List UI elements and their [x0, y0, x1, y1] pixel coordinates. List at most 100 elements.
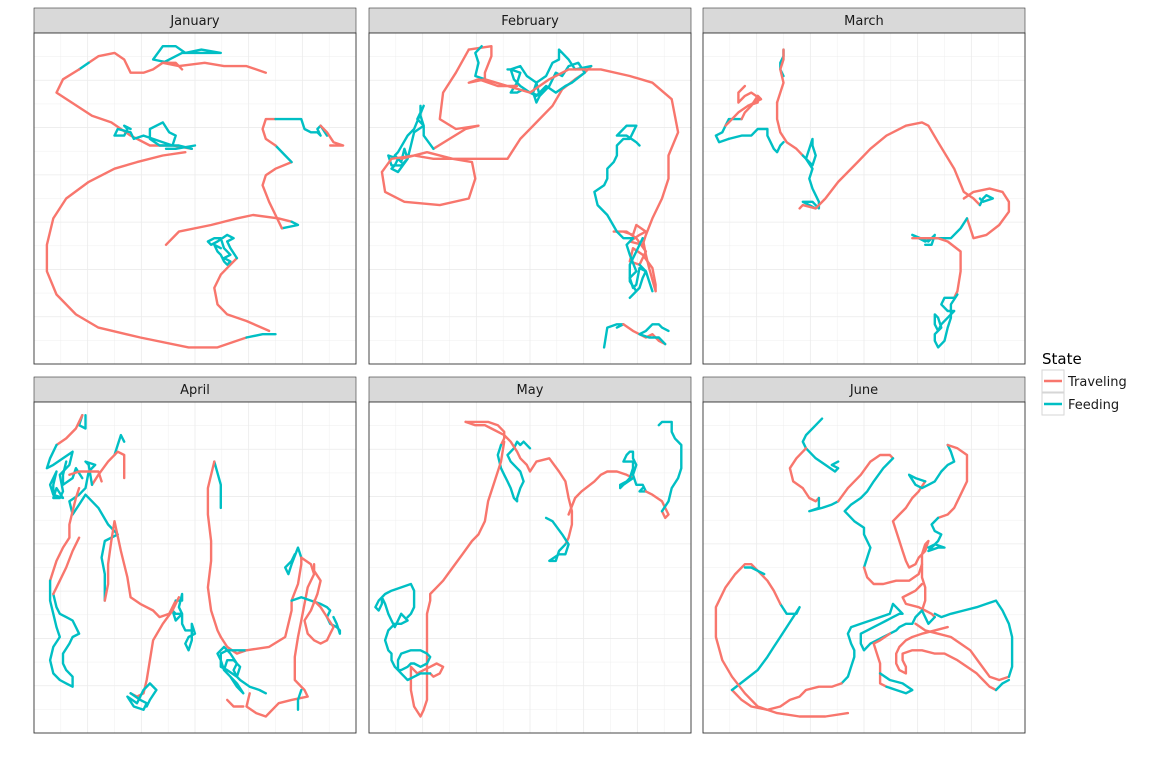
panel-border-may	[368, 401, 692, 734]
track-segment-traveling	[467, 45, 493, 81]
track-segment-traveling	[55, 414, 84, 447]
track-segment-feeding	[151, 45, 222, 64]
track-segment-traveling	[775, 101, 804, 157]
track-segment-feeding	[638, 323, 670, 346]
track-segment-feeding	[77, 61, 90, 71]
track-segment-feeding	[714, 117, 743, 144]
legend-title: State	[1042, 350, 1082, 368]
track-segment-feeding	[506, 48, 593, 104]
facet-title-april: April	[180, 383, 210, 398]
track-segment-traveling	[714, 563, 850, 718]
facet-title-june: June	[849, 383, 878, 398]
track-segment-traveling	[730, 682, 843, 711]
track-segment-feeding	[206, 233, 239, 266]
panel-border-april	[33, 401, 357, 734]
tracks-february	[380, 45, 680, 349]
track-segment-traveling	[261, 117, 277, 147]
facet-panels: January February March April May June	[33, 7, 1026, 734]
track-segment-traveling	[920, 563, 927, 612]
track-segment-traveling	[319, 124, 345, 147]
gridlines-january	[34, 33, 356, 364]
track-segment-feeding	[927, 516, 946, 553]
gridlines-march	[703, 33, 1025, 364]
track-segment-feeding	[126, 682, 158, 711]
track-segment-feeding	[374, 582, 432, 682]
facet-march: March	[702, 7, 1026, 365]
legend: State Traveling Feeding	[1041, 350, 1127, 416]
facet-title-february: February	[501, 14, 559, 29]
track-segment-feeding	[743, 566, 766, 576]
track-segment-traveling	[936, 443, 969, 520]
track-segment-feeding	[61, 460, 84, 486]
track-segment-traveling	[161, 61, 267, 74]
panel-border-january	[33, 32, 357, 365]
track-segment-feeding	[978, 194, 994, 207]
track-segment-traveling	[862, 480, 930, 586]
track-segment-traveling	[103, 520, 177, 619]
track-segment-feeding	[164, 144, 197, 150]
track-segment-feeding	[48, 579, 81, 688]
track-segment-traveling	[213, 256, 271, 333]
track-segment-traveling	[129, 596, 181, 698]
track-segment-feeding	[474, 45, 487, 81]
track-segment-feeding	[284, 546, 303, 576]
track-segment-traveling	[962, 187, 1011, 240]
track-segment-feeding	[619, 450, 648, 493]
tracks-june	[714, 417, 1014, 718]
track-segment-feeding	[933, 599, 1014, 678]
tracks-april	[45, 414, 342, 718]
track-segment-feeding	[216, 645, 267, 695]
track-segment-traveling	[798, 121, 982, 210]
track-segment-feeding	[45, 443, 74, 500]
track-segment-feeding	[933, 293, 959, 349]
facet-february: February	[368, 7, 692, 365]
facet-april: April	[33, 376, 357, 734]
facet-strip-january	[33, 7, 357, 34]
track-segment-feeding	[727, 127, 785, 154]
track-segment-traveling	[622, 323, 667, 346]
facet-title-january: January	[169, 14, 220, 29]
facet-strip-may	[368, 376, 692, 403]
track-segment-feeding	[387, 104, 435, 174]
track-segment-traveling	[641, 237, 657, 293]
tracks-may	[374, 420, 683, 718]
legend-label-feeding: Feeding	[1068, 398, 1119, 413]
track-segment-feeding	[628, 237, 648, 299]
track-segment-feeding	[171, 592, 197, 652]
track-segment-traveling	[68, 470, 103, 483]
track-segment-feeding	[994, 678, 1011, 692]
tracks-january	[45, 45, 345, 349]
track-segment-traveling	[788, 447, 821, 503]
track-segment-feeding	[274, 144, 293, 164]
track-segment-traveling	[464, 420, 506, 447]
track-segment-traveling	[432, 48, 480, 150]
track-segment-feeding	[843, 457, 895, 569]
tracks-march	[714, 48, 1011, 349]
track-segment-traveling	[872, 632, 891, 688]
facet-june: June	[702, 376, 1026, 734]
track-segment-feeding	[730, 602, 801, 692]
panel-border-february	[368, 32, 692, 365]
track-segment-traveling	[911, 237, 962, 299]
track-segment-traveling	[837, 453, 895, 503]
track-segment-traveling	[45, 151, 248, 349]
gridlines-june	[703, 402, 1025, 733]
panel-border-march	[702, 32, 1026, 365]
track-segment-feeding	[274, 117, 329, 137]
track-segment-traveling	[380, 64, 593, 207]
panel-border-june	[702, 401, 1026, 734]
facet-strip-june	[702, 376, 1026, 403]
track-segment-feeding	[907, 443, 956, 490]
track-segment-feeding	[602, 323, 625, 349]
track-segment-traveling	[245, 556, 316, 718]
track-segment-feeding	[213, 460, 222, 510]
track-segment-feeding	[808, 496, 840, 513]
track-segment-traveling	[901, 582, 936, 619]
track-segment-traveling	[245, 556, 303, 652]
track-segment-traveling	[87, 51, 184, 74]
track-segment-traveling	[775, 48, 785, 104]
track-segment-feeding	[296, 688, 303, 711]
track-segment-feeding	[496, 440, 532, 503]
legend-label-traveling: Traveling	[1067, 375, 1127, 390]
